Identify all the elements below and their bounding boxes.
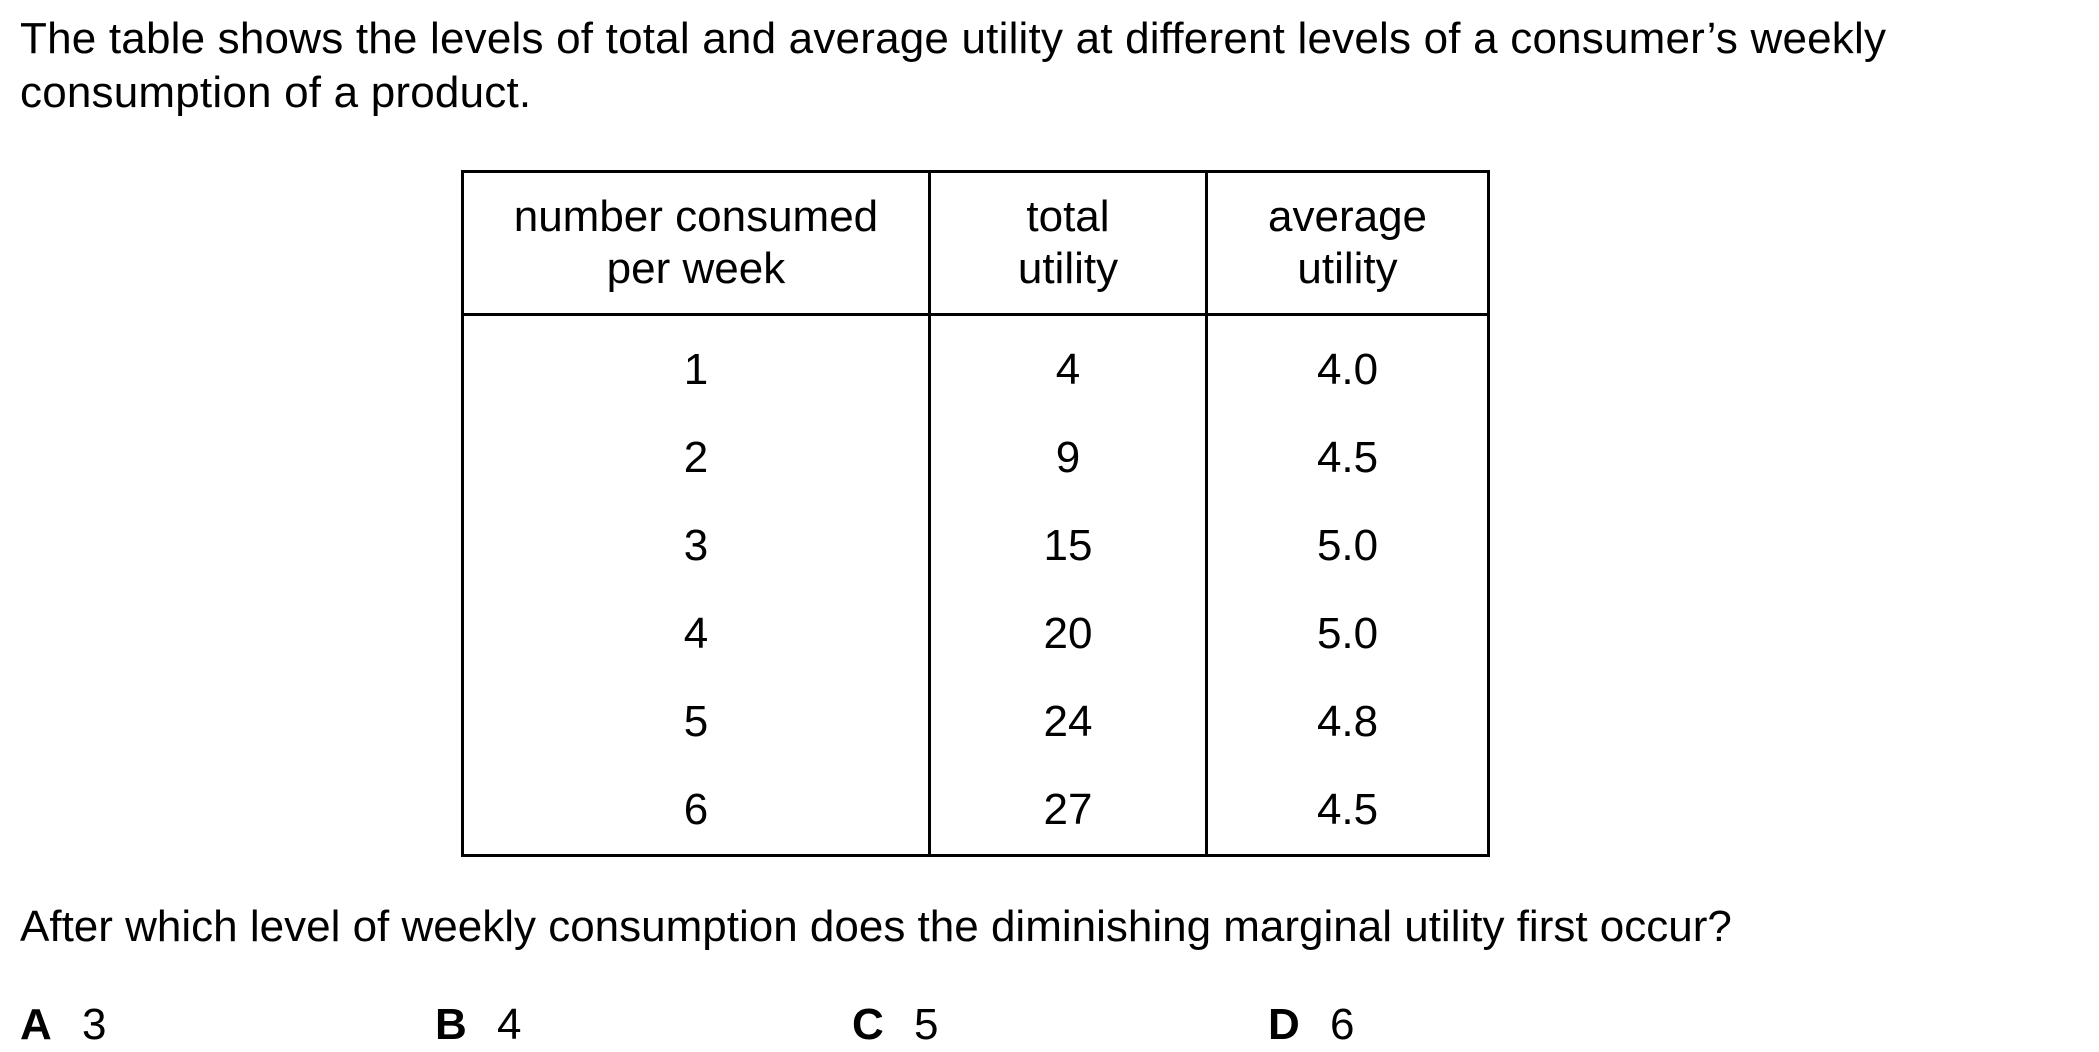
table-row: 5 24 4.8 [461, 678, 1490, 766]
table-row: 3 15 5.0 [461, 502, 1490, 590]
cell-average-utility: 4.8 [1205, 678, 1490, 766]
option-value: 3 [82, 1000, 107, 1049]
option-value: 6 [1330, 1000, 1355, 1049]
cell-number-consumed: 1 [461, 314, 931, 414]
cell-average-utility: 5.0 [1205, 502, 1490, 590]
table-row: 6 27 4.5 [461, 766, 1490, 856]
cell-average-utility: 4.0 [1205, 314, 1490, 414]
table-header-row: number consumed per week total utility a… [461, 170, 1490, 316]
table-row: 1 4 4.0 [461, 314, 1490, 414]
option-value: 4 [497, 1000, 522, 1049]
cell-average-utility: 5.0 [1205, 590, 1490, 678]
question-intro: The table shows the levels of total and … [20, 14, 1887, 117]
cell-total-utility: 9 [927, 414, 1209, 502]
cell-number-consumed: 2 [461, 414, 931, 502]
option-letter: C [852, 1000, 884, 1049]
header-average-utility: average utility [1205, 170, 1490, 316]
cell-total-utility: 4 [927, 314, 1209, 414]
table-row: 2 9 4.5 [461, 414, 1490, 502]
cell-total-utility: 15 [927, 502, 1209, 590]
cell-total-utility: 20 [927, 590, 1209, 678]
option-letter: A [20, 1000, 52, 1049]
cell-number-consumed: 5 [461, 678, 931, 766]
header-total-utility: total utility [927, 170, 1209, 316]
option-value: 5 [914, 1000, 939, 1049]
cell-number-consumed: 6 [461, 766, 931, 856]
cell-total-utility: 27 [927, 766, 1209, 856]
header-number-consumed: number consumed per week [461, 170, 931, 316]
option-letter: D [1268, 1000, 1300, 1049]
cell-average-utility: 4.5 [1205, 414, 1490, 502]
question-text: After which level of weekly consumption … [20, 902, 1732, 951]
cell-number-consumed: 4 [461, 590, 931, 678]
utility-table: number consumed per week total utility a… [461, 170, 1490, 857]
table-row: 4 20 5.0 [461, 590, 1490, 678]
cell-average-utility: 4.5 [1205, 766, 1490, 856]
cell-total-utility: 24 [927, 678, 1209, 766]
option-letter: B [435, 1000, 467, 1049]
cell-number-consumed: 3 [461, 502, 931, 590]
